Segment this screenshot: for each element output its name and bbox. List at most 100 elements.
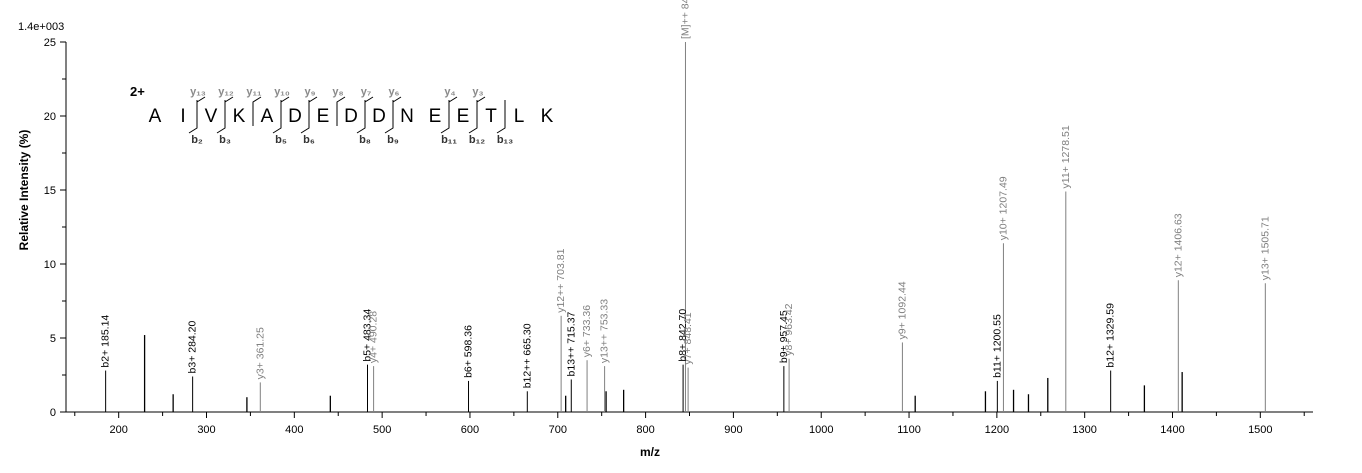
y-ion-label: y₁₃ (190, 86, 206, 98)
peak-label: y12+ 1406.63 (1172, 213, 1184, 277)
y-ion-bracket (252, 96, 262, 126)
sequence-residue: T (485, 106, 497, 127)
y-ion-bracket (392, 96, 402, 126)
b-ion-label: b₆ (303, 134, 315, 146)
b-ion-bracket (440, 100, 450, 134)
peak-label: b3+ 284.20 (187, 320, 199, 373)
b-ion-label: b₁₂ (469, 134, 485, 146)
peak-label: y13++ 753.33 (599, 299, 611, 363)
peak-label: [M]++ 845.41 (679, 0, 691, 39)
y-ion-label: y₈ (332, 86, 343, 98)
sequence-residue: A (261, 106, 274, 127)
b-ion-label: b₈ (359, 134, 371, 146)
peak-label: b12+ 1329.59 (1105, 303, 1117, 368)
y-tick-label: 5 (50, 333, 56, 345)
x-tick-label: 400 (285, 424, 303, 436)
y-ion-bracket (448, 96, 458, 126)
b-ion-label: b₁₃ (497, 134, 513, 146)
peak-label: y3+ 361.25 (254, 327, 266, 379)
x-tick-label: 700 (549, 424, 567, 436)
sequence-residue: A (149, 106, 162, 127)
x-tick-label: 1200 (985, 424, 1009, 436)
peak-label: y8+ 963.42 (783, 303, 795, 355)
x-tick-label: 800 (636, 424, 654, 436)
b-ion-bracket (216, 100, 226, 134)
peak-label: y12++ 703.81 (555, 248, 567, 312)
x-tick-label: 900 (724, 424, 742, 436)
y-tick-label: 0 (50, 407, 56, 419)
peak-label: y11+ 1278.51 (1060, 125, 1072, 188)
x-tick-label: 1300 (1072, 424, 1096, 436)
y-ion-label: y₉ (304, 86, 315, 98)
peak-label: b2+ 185.14 (100, 315, 112, 368)
b-ion-bracket (356, 100, 366, 134)
x-tick-label: 1100 (897, 424, 921, 436)
sequence-residue: E (317, 106, 330, 127)
sequence-residue: E (429, 106, 442, 127)
y-ion-bracket (280, 96, 290, 126)
y-axis-title: Relative Intensity (%) (17, 130, 31, 251)
sequence-residue: V (205, 106, 218, 127)
intensity-scale-label: 1.4e+003 (18, 21, 64, 33)
peak-label: b12++ 665.30 (521, 323, 533, 388)
y-ion-label: y₄ (444, 86, 455, 98)
peak-label: y9+ 1092.44 (896, 281, 908, 339)
b-ion-bracket (272, 100, 282, 134)
y-tick-label: 15 (44, 185, 56, 197)
y-ion-label: y₃ (472, 86, 483, 98)
peak-label: y6+ 733.36 (581, 305, 593, 357)
x-axis-title: m/z (640, 445, 660, 459)
sequence-residue: D (344, 106, 358, 127)
y-ion-label: y₁₂ (218, 86, 234, 98)
peak-label: b13++ 715.37 (565, 311, 577, 376)
x-tick-label: 600 (461, 424, 479, 436)
peak-label: y7+ 848.41 (682, 312, 694, 364)
sequence-residue: K (233, 106, 246, 127)
b-ion-bracket (384, 100, 394, 134)
x-axis-ticks: 200 300 400 500 600 700 800 900 1000 1100 1200 1300… (74, 412, 1305, 436)
y-ion-bracket (336, 96, 346, 126)
y-tick-label: 10 (44, 259, 56, 271)
b-ion-bracket (300, 100, 310, 134)
b-ion-label: b₁₁ (441, 134, 457, 146)
peak-label: b11+ 1200.55 (991, 314, 1003, 378)
precursor-charge-label: 2+ (130, 84, 145, 99)
sequence-residue: L (514, 106, 525, 127)
b-ion-bracket (468, 100, 478, 134)
sequence-residue: K (541, 106, 554, 127)
peak-label: b9+ 957.45 (778, 310, 790, 363)
b-ion-bracket (496, 100, 506, 134)
y-ion-label: y₆ (388, 86, 399, 98)
peak-label: b6+ 598.36 (463, 325, 475, 378)
b-ion-label: b₂ (191, 134, 203, 146)
b-ion-bracket (188, 100, 198, 134)
b-ion-label: b₅ (275, 134, 287, 146)
y-ion-label: y₁₁ (246, 86, 262, 98)
y-ion-bracket (364, 96, 374, 126)
x-tick-label: 1500 (1248, 424, 1272, 436)
x-tick-label: 300 (197, 424, 215, 436)
y-tick-label: 20 (44, 111, 56, 123)
peak-label: y13+ 1505.71 (1259, 216, 1271, 280)
y-ion-bracket (476, 96, 486, 126)
y-ion-bracket (224, 96, 234, 126)
sequence-residue: D (372, 106, 386, 127)
sequence-residue: E (457, 106, 470, 127)
peak-label: y10+ 1207.49 (997, 176, 1009, 240)
x-tick-label: 200 (110, 424, 128, 436)
y-axis-ticks: 0 5 10 15 20 25 (44, 37, 66, 419)
y-tick-label: 25 (44, 37, 56, 49)
peak-label: b5+ 483.34 (362, 309, 374, 362)
y-ion-bracket (196, 96, 206, 126)
y-ion-label: y₇ (361, 86, 372, 98)
x-tick-label: 500 (373, 424, 391, 436)
spectrum-peaks (105, 42, 1266, 412)
sequence-residue: N (400, 106, 414, 127)
sequence-residue: I (180, 106, 185, 127)
b-ion-label: b₉ (387, 134, 399, 146)
x-tick-label: 1400 (1160, 424, 1184, 436)
peak-label: y4+ 490.28 (368, 311, 380, 363)
y-ion-bracket (308, 96, 318, 126)
b-ion-label: b₃ (219, 134, 231, 146)
